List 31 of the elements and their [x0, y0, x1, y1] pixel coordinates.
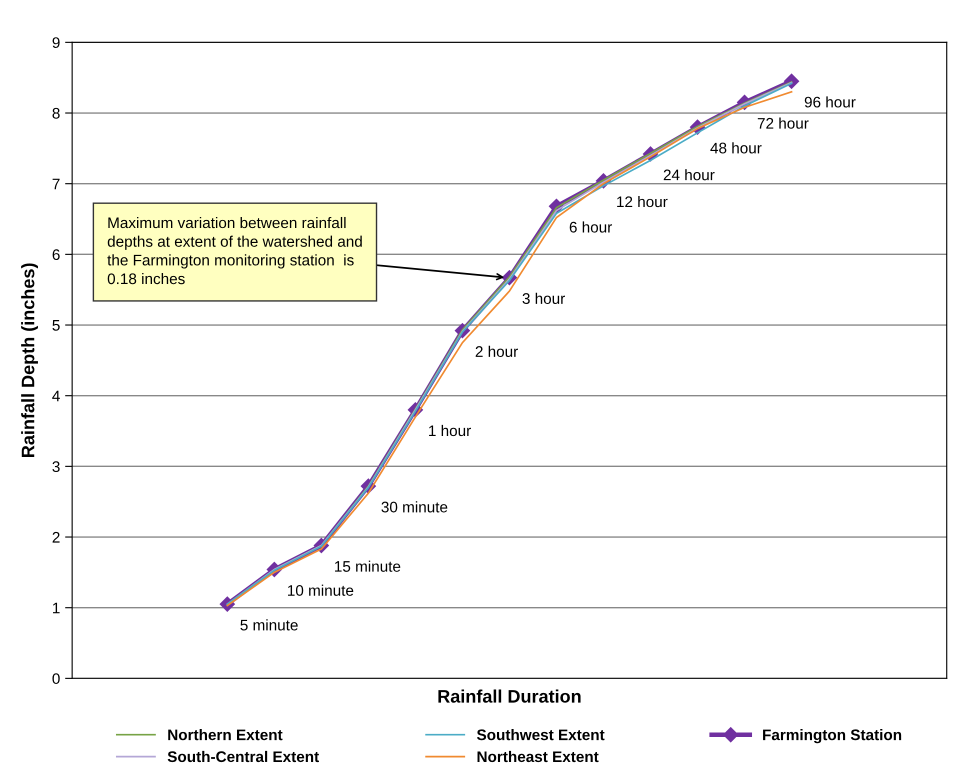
x-axis-title: Rainfall Duration — [438, 689, 581, 703]
y-tick-label: 5 — [52, 320, 60, 331]
y-tick-label: 4 — [52, 390, 60, 402]
legend-label: Northeast Extent — [478, 750, 599, 762]
annotation: 3 hour — [522, 292, 566, 304]
y-tick-label: 2 — [52, 532, 60, 543]
y-tick-label: 7 — [52, 178, 60, 190]
annotation: 72 hour — [758, 118, 809, 129]
legend-label: Southwest Extent — [476, 729, 604, 740]
y-axis-title: Rainfall Depth (inches) — [21, 263, 38, 457]
y-tick-label: 9 — [52, 37, 60, 48]
annotation: 10 minute — [288, 584, 354, 596]
annotation: Maximum variation between rainfall depths at extent of the watershed and the Farmington monitoring station is 0.18 inches — [107, 216, 362, 284]
y-tick-label: 3 — [52, 461, 60, 472]
annotation: 5 minute — [240, 619, 298, 630]
annotation: 15 minute — [335, 560, 400, 572]
y-tick-label: 8 — [52, 108, 60, 119]
annotation: 12 hour — [617, 196, 668, 208]
y-tick-label: 0 — [52, 673, 60, 684]
annotation: 24 hour — [664, 169, 715, 180]
y-tick-label: 1 — [53, 602, 60, 614]
legend-label: South-Central Extent — [168, 750, 319, 762]
legend-label: Northern Extent — [168, 729, 282, 740]
annotation: 30 minute — [381, 501, 448, 512]
annotation: 48 hour — [710, 142, 762, 154]
annotation: 2 hour — [476, 346, 518, 357]
legend-label: Farmington Station — [763, 729, 902, 744]
annotation: 96 hour — [804, 96, 856, 108]
annotation: 1 hour — [429, 424, 471, 436]
y-tick-label: 6 — [52, 249, 60, 260]
annotation: 6 hour — [570, 221, 612, 233]
